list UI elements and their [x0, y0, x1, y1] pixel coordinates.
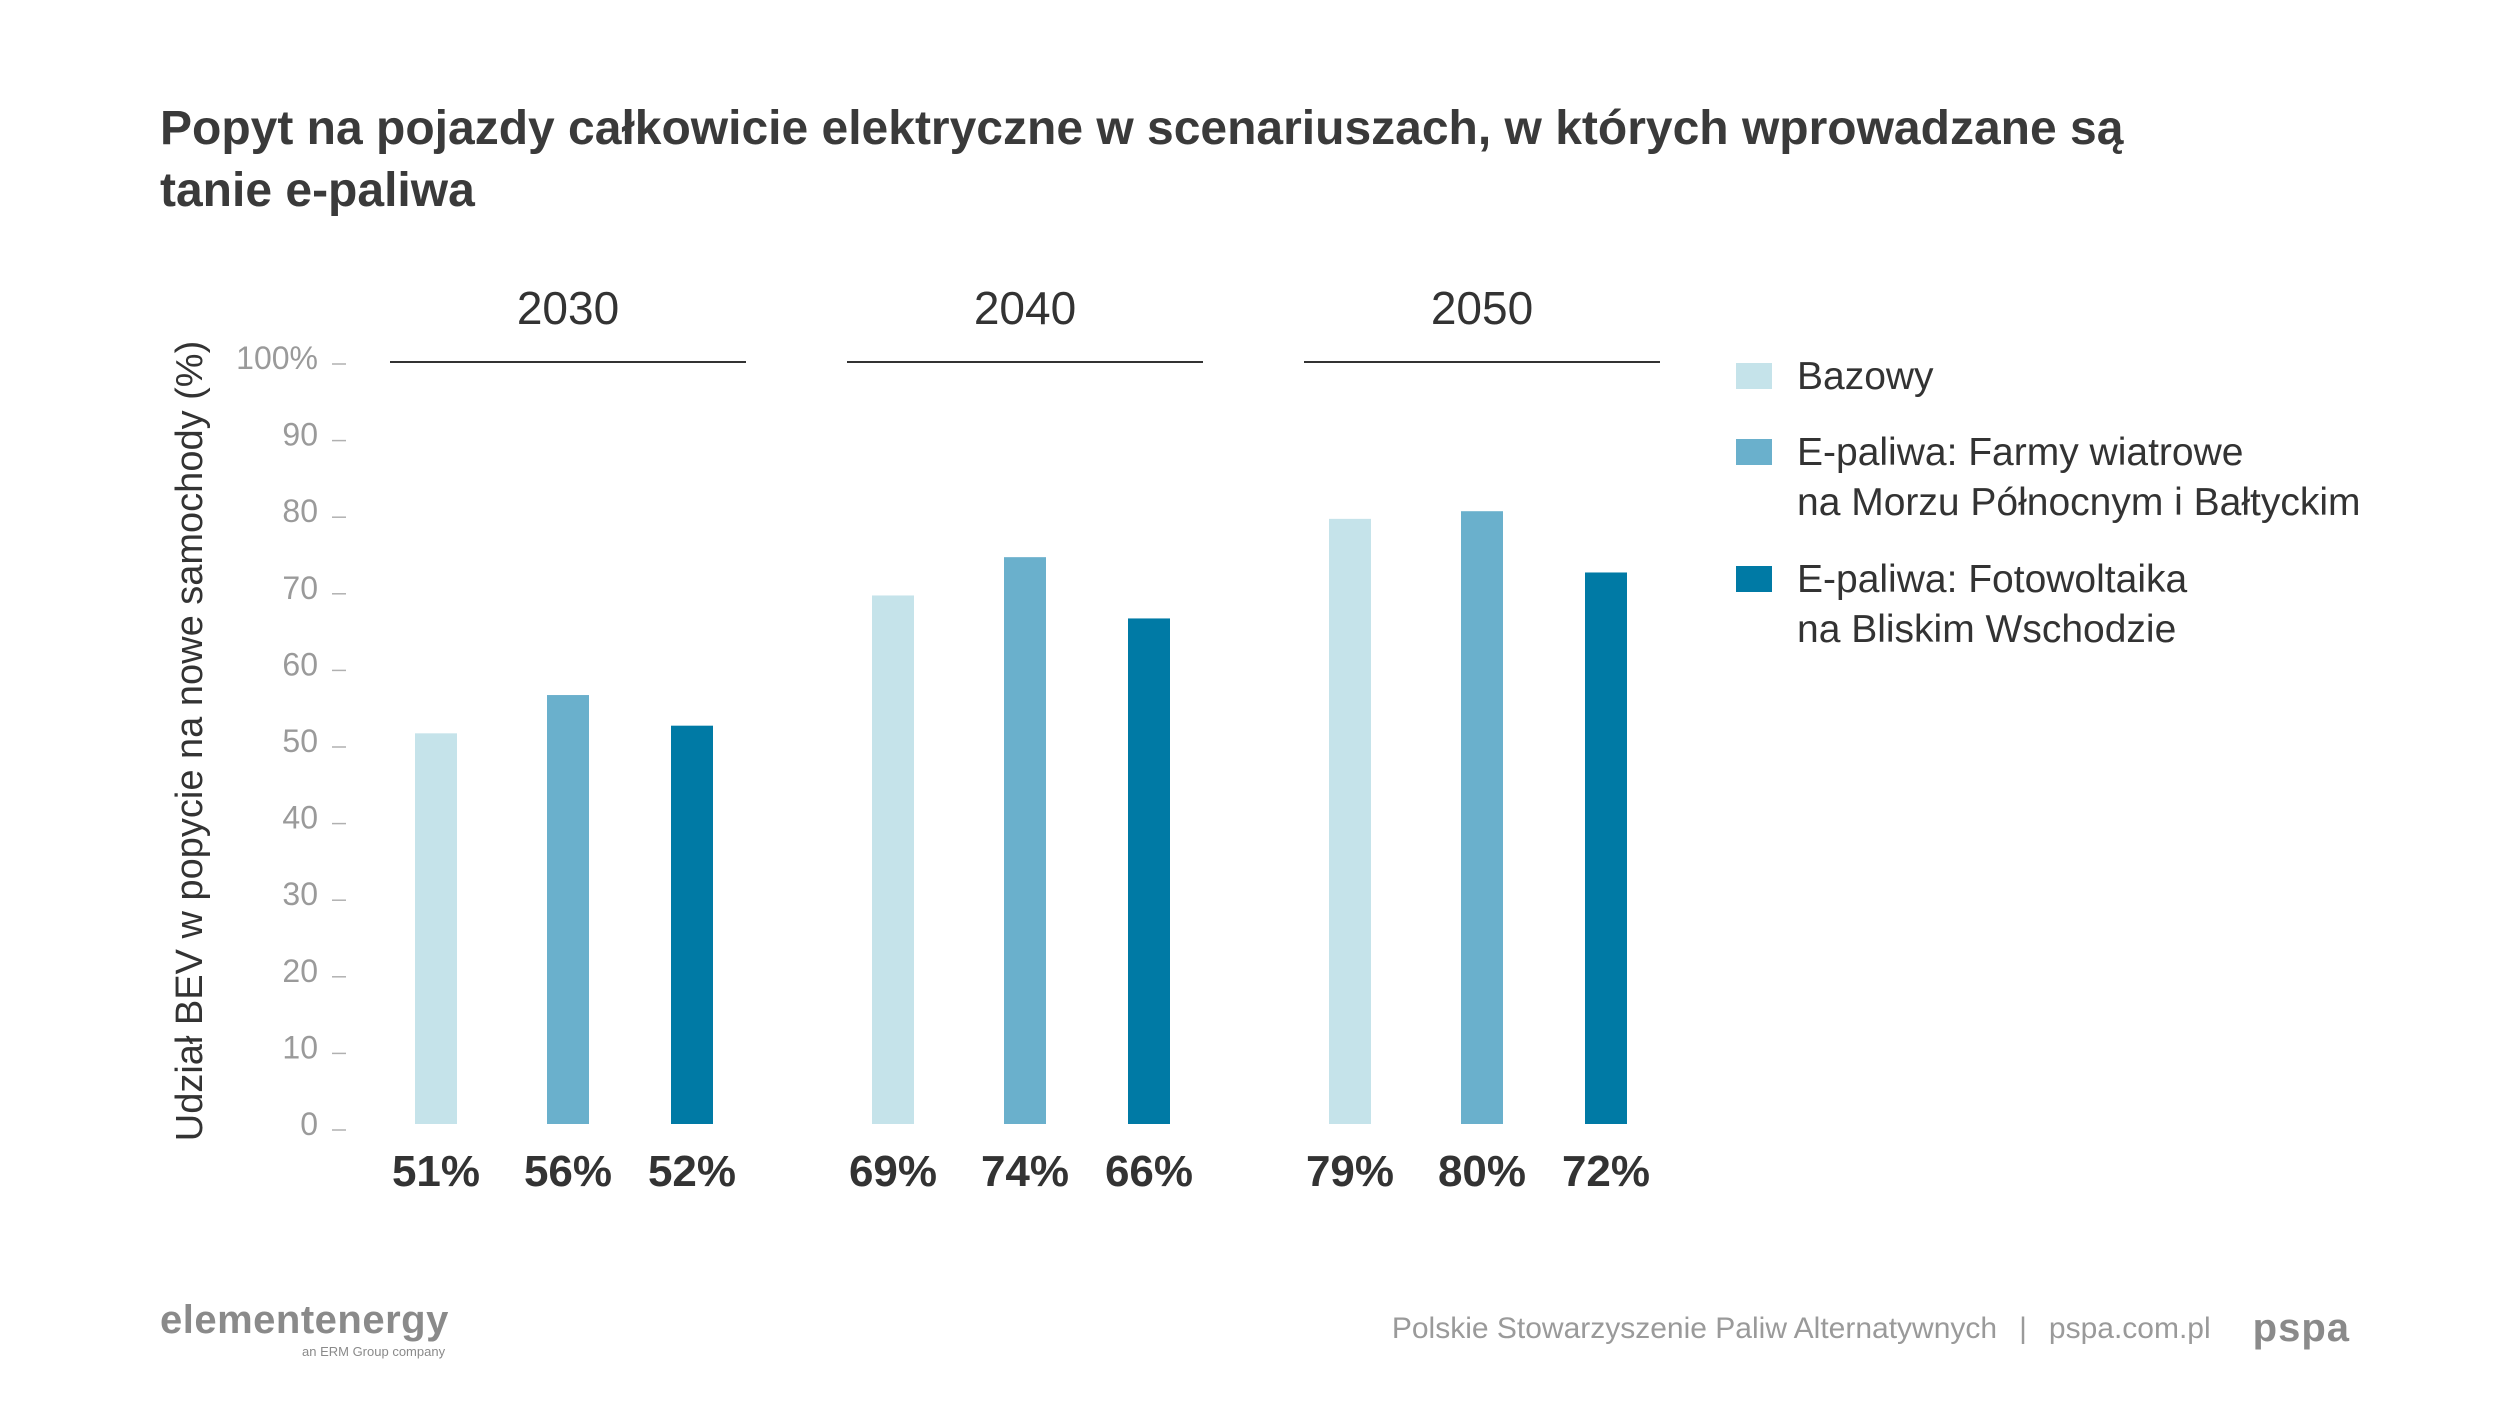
bar-2040-series-3 [1128, 618, 1170, 1124]
data-label: 66% [1105, 1147, 1193, 1196]
bar-2050-series-2 [1461, 511, 1503, 1124]
data-label: 74% [981, 1147, 1069, 1196]
bar-2040-series-2 [1004, 557, 1046, 1124]
category-label-2040: 2040 [974, 282, 1076, 334]
category-label-2050: 2050 [1431, 282, 1533, 334]
page-title: Popyt na pojazdy całkowicie elektryczne … [160, 102, 2124, 217]
y-axis-label: Udział BEV w popycie na nowe samochody (… [169, 341, 211, 1142]
y-tick-label: 70 [282, 570, 318, 606]
data-label: 79% [1306, 1147, 1394, 1196]
footer-organization: Polskie Stowarzyszenie Paliw Alternatywn… [1391, 1311, 1998, 1345]
bar-2030-series-2 [547, 695, 589, 1124]
data-label: 52% [648, 1147, 736, 1196]
y-tick-label: 30 [282, 876, 318, 912]
bar-2030-series-3 [671, 725, 713, 1124]
bar-2040-series-1 [872, 595, 914, 1124]
y-tick-label: 100% [236, 340, 318, 376]
legend-label: E-paliwa: Fotowoltaika [1797, 558, 2187, 601]
data-label: 51% [392, 1147, 480, 1196]
legend-label: E-paliwa: Farmy wiatrowe [1797, 431, 2243, 474]
elementenergy-logo-text: elementenergy [160, 1298, 449, 1342]
y-tick-label: 40 [282, 800, 318, 836]
legend-label-line2: na Morzu Północnym i Bałtyckim [1797, 481, 2361, 524]
footer-separator: | [2019, 1311, 2027, 1345]
y-tick-label: 10 [282, 1029, 318, 1065]
legend-swatch [1736, 566, 1772, 592]
elementenergy-logo: elementenergy an ERM Group company [160, 1300, 449, 1359]
pspa-logo: pspa [2252, 1306, 2350, 1350]
category-label-2030: 2030 [517, 282, 619, 334]
legend-swatch [1736, 439, 1772, 465]
legend-swatch [1736, 363, 1772, 389]
y-tick-label: 60 [282, 646, 318, 682]
footer-website[interactable]: pspa.com.pl [2048, 1311, 2211, 1345]
data-label: 69% [849, 1147, 937, 1196]
bar-2050-series-3 [1585, 572, 1627, 1124]
y-tick-label: 90 [282, 417, 318, 453]
data-label: 72% [1562, 1147, 1650, 1196]
data-label: 80% [1438, 1147, 1526, 1196]
bar-2050-series-1 [1329, 518, 1371, 1124]
y-tick-label: 20 [282, 953, 318, 989]
legend-label-line2: na Bliskim Wschodzie [1797, 608, 2176, 651]
data-label: 56% [524, 1147, 612, 1196]
y-tick-label: 0 [300, 1106, 318, 1142]
legend-label: Bazowy [1797, 355, 1934, 398]
elementenergy-logo-subtext: an ERM Group company [302, 1344, 446, 1359]
y-tick-label: 50 [282, 723, 318, 759]
y-tick-label: 80 [282, 493, 318, 529]
footer-credits: Polskie Stowarzyszenie Paliw Alternatywn… [1392, 1306, 2350, 1351]
bar-2030-series-1 [415, 733, 457, 1124]
